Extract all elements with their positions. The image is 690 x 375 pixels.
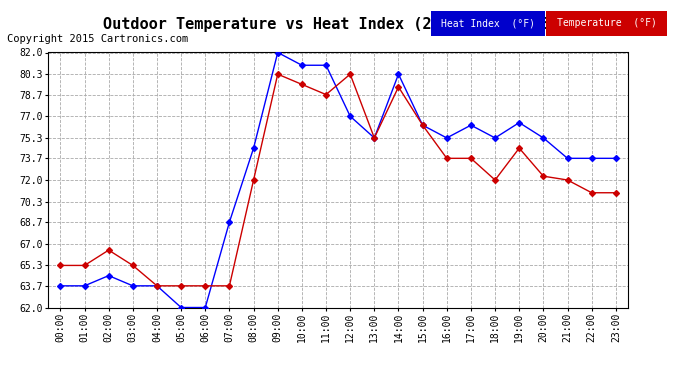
Text: Heat Index  (°F): Heat Index (°F) bbox=[441, 18, 535, 28]
Text: Copyright 2015 Cartronics.com: Copyright 2015 Cartronics.com bbox=[7, 34, 188, 44]
Text: Temperature  (°F): Temperature (°F) bbox=[557, 18, 657, 28]
Text: Outdoor Temperature vs Heat Index (24 Hours) 20150529: Outdoor Temperature vs Heat Index (24 Ho… bbox=[104, 17, 586, 32]
